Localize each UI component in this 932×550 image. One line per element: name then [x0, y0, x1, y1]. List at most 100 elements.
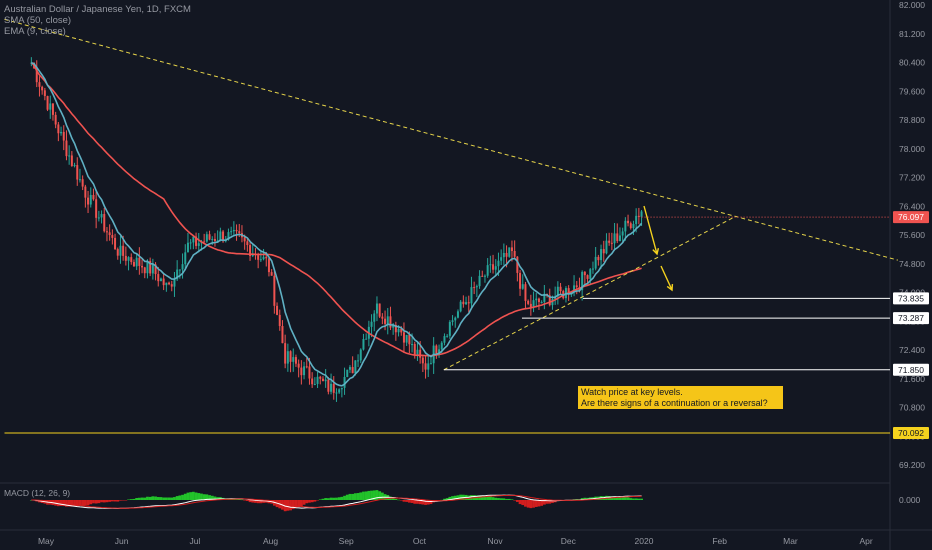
- y-tick-label: 70.800: [899, 403, 925, 413]
- candle-body: [300, 367, 303, 376]
- x-tick-label: Jun: [115, 536, 129, 546]
- descending-trendline[interactable]: [4, 18, 898, 261]
- candle-body: [621, 231, 624, 236]
- candle-body: [589, 269, 592, 279]
- macd-label[interactable]: MACD (12, 26, 9): [4, 488, 70, 498]
- macd-histogram-bar: [429, 500, 433, 505]
- macd-histogram-bar: [151, 496, 155, 500]
- candle-body: [130, 257, 133, 263]
- candle-body: [392, 324, 395, 328]
- candle-body: [451, 320, 454, 322]
- candle-body: [494, 266, 497, 270]
- macd-histogram-bar: [243, 500, 247, 501]
- ema-label[interactable]: EMA (9, close): [4, 26, 66, 37]
- macd-histogram-bar: [405, 500, 409, 502]
- candle-body: [324, 379, 327, 382]
- macd-histogram-bar: [424, 500, 427, 505]
- candle-body: [138, 257, 141, 266]
- macd-histogram-bar: [426, 500, 430, 505]
- candle-body: [208, 234, 211, 240]
- macd-histogram-bar: [397, 499, 400, 501]
- macd-histogram-bar: [529, 500, 533, 509]
- candle-body: [205, 234, 208, 242]
- candle-body: [446, 335, 449, 337]
- macd-histogram-bar: [124, 500, 128, 501]
- macd-histogram-bar: [73, 500, 76, 507]
- candle-body: [267, 258, 270, 273]
- macd-histogram-bar: [56, 500, 60, 507]
- candle-body: [400, 328, 403, 333]
- candle-body: [257, 255, 260, 260]
- macd-histogram-bar: [515, 500, 519, 502]
- x-tick-label: Mar: [783, 536, 798, 546]
- macd-histogram-bar: [416, 500, 419, 504]
- ascending-trendline[interactable]: [443, 216, 735, 371]
- macd-histogram-bar: [86, 500, 90, 506]
- candle-body: [459, 301, 462, 312]
- macd-histogram-bar: [467, 495, 471, 500]
- macd-histogram-bar: [286, 500, 290, 511]
- macd-histogram-bar: [67, 500, 71, 507]
- macd-histogram-bar: [92, 500, 95, 504]
- macd-histogram-bar: [245, 500, 249, 501]
- candle-body: [486, 265, 489, 276]
- candle-body: [81, 179, 84, 187]
- macd-histogram-bar: [240, 499, 244, 501]
- y-tick-label: 79.600: [899, 86, 925, 96]
- macd-histogram-bar: [294, 500, 298, 509]
- candle-body: [448, 321, 451, 336]
- macd-histogram-bar: [534, 500, 538, 507]
- macd-histogram-bar: [113, 500, 117, 502]
- candle-body: [60, 131, 63, 134]
- sma-label[interactable]: SMA (50, close): [4, 15, 72, 26]
- candle-body: [481, 275, 484, 277]
- annotation-note[interactable]: Watch price at key levels. Are there sig…: [578, 386, 783, 409]
- macd-histogram-bar: [313, 500, 317, 502]
- candle-body: [365, 338, 368, 340]
- macd-histogram-bar: [291, 500, 295, 510]
- candle-body: [335, 392, 338, 394]
- y-tick-label: 78.800: [899, 115, 925, 125]
- candle-body: [532, 300, 535, 308]
- candle-body: [357, 360, 360, 362]
- macd-histogram-bar: [351, 493, 355, 500]
- symbol-title[interactable]: Australian Dollar / Japanese Yen, 1D, FX…: [4, 4, 191, 15]
- candle-body: [195, 236, 198, 246]
- macd-histogram-bar: [159, 497, 163, 500]
- candle-body: [203, 241, 206, 243]
- key-level-tag: [893, 292, 929, 305]
- candle-body: [119, 245, 122, 256]
- chart-legend: Australian Dollar / Japanese Yen, 1D, FX…: [4, 4, 191, 37]
- x-tick-label: Feb: [712, 536, 727, 546]
- candle-body: [402, 332, 405, 343]
- candle-body: [408, 334, 411, 345]
- candle-body: [70, 155, 73, 166]
- macd-histogram-bar: [299, 500, 303, 507]
- candle-body: [419, 349, 422, 358]
- macd-histogram-bar: [613, 496, 616, 500]
- candle-body: [313, 383, 316, 385]
- candle-body: [132, 262, 135, 267]
- macd-histogram-bar: [29, 500, 33, 501]
- macd-histogram-bar: [637, 498, 641, 500]
- macd-histogram-bar: [132, 498, 136, 500]
- candle-body: [551, 298, 554, 306]
- candle-body: [510, 247, 513, 251]
- candle-body: [122, 245, 125, 256]
- candle-body: [556, 286, 559, 297]
- candle-body: [586, 275, 589, 279]
- candle-body: [176, 269, 179, 280]
- candle-body: [43, 90, 46, 97]
- macd-histogram-bar: [488, 496, 492, 500]
- candle-body: [343, 376, 346, 388]
- candle-body: [159, 278, 162, 282]
- candle-body: [543, 293, 546, 302]
- macd-histogram-bar: [448, 496, 452, 500]
- key-level-tag: [893, 312, 929, 325]
- candle-body: [170, 284, 173, 287]
- candle-body: [297, 363, 300, 368]
- candle-body: [354, 360, 357, 374]
- x-tick-label: 2020: [635, 536, 654, 546]
- macd-histogram-bar: [248, 500, 252, 503]
